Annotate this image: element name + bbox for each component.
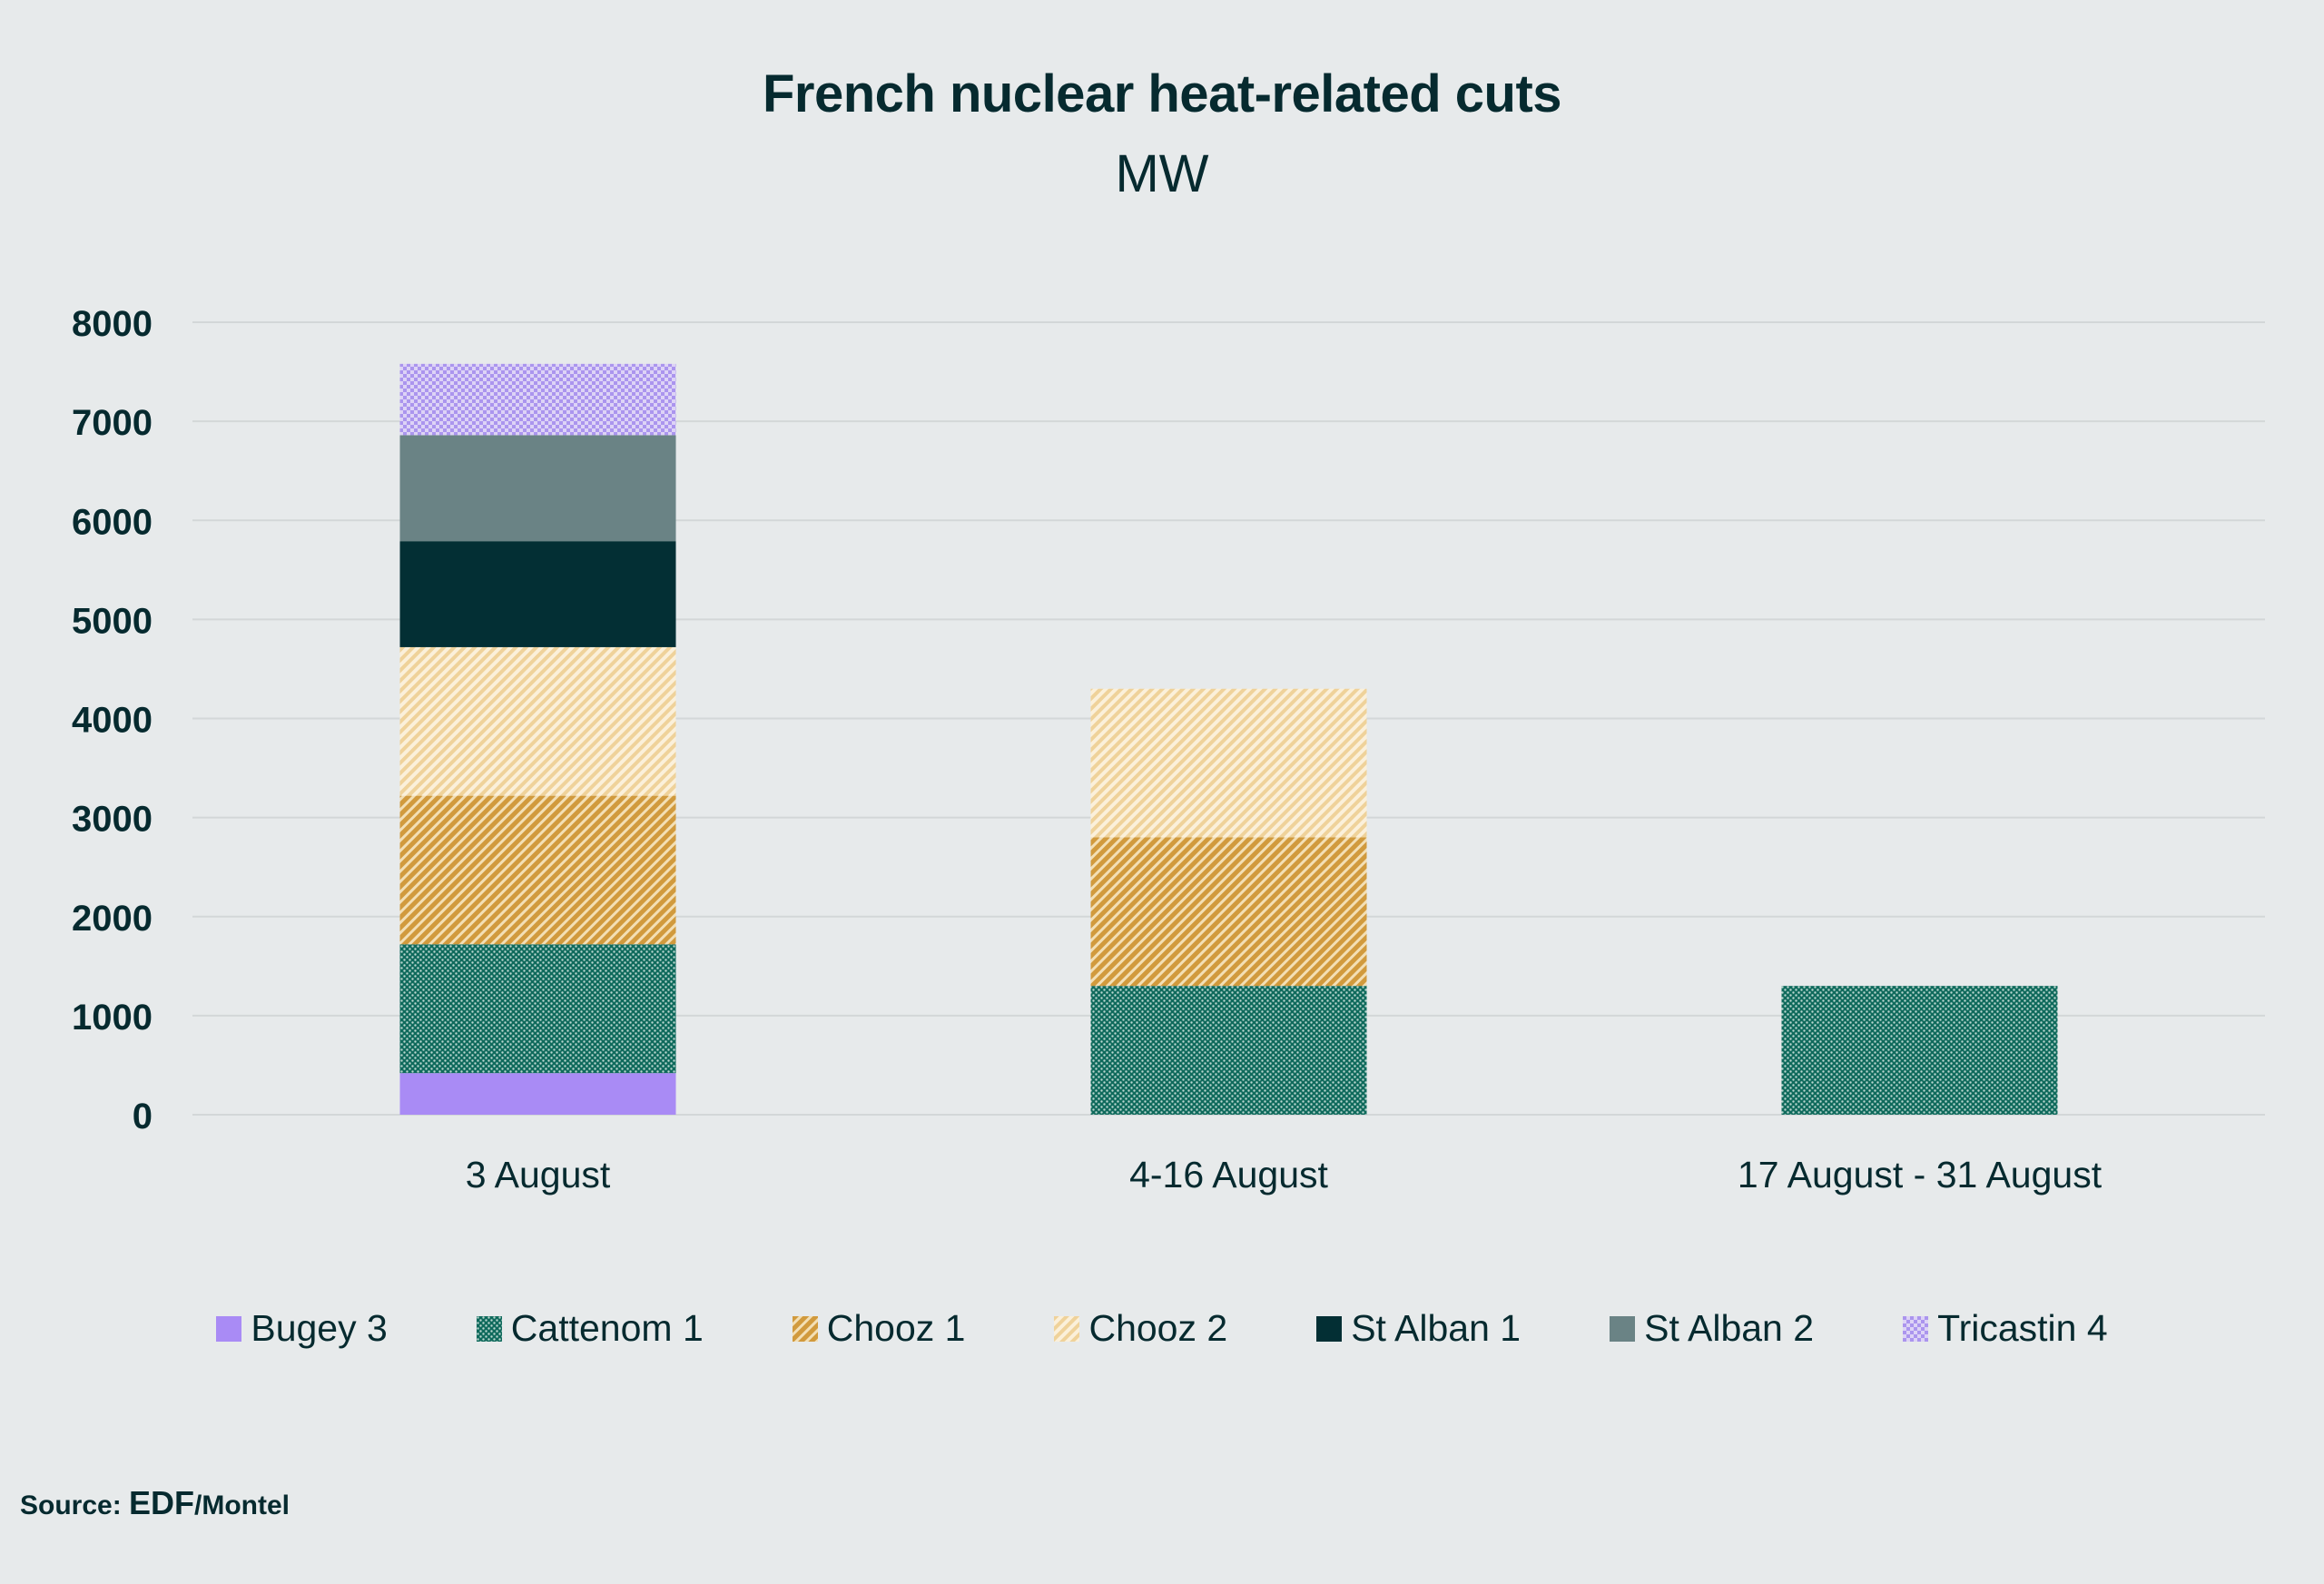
y-tick-label: 3000 [72,800,153,840]
legend-label: Chooz 1 [826,1307,966,1349]
source-brand: EDF [129,1484,195,1521]
legend-item-st-alban-2: St Alban 2 [1610,1307,1814,1350]
y-tick-label: 5000 [72,601,153,641]
x-tick-label: 3 August [466,1154,611,1195]
legend-item-chooz-1: Chooz 1 [792,1307,966,1350]
legend-swatch [216,1315,242,1342]
bar-segment-tricastin-4 [399,363,676,436]
x-tick-label: 17 August - 31 August [1738,1154,2102,1195]
bar-segment-st-alban-2 [399,435,676,542]
legend-label: Cattenom 1 [510,1307,704,1349]
legend-item-chooz-2: Chooz 2 [1054,1307,1227,1350]
legend-label: Tricastin 4 [1937,1307,2108,1349]
legend-item-cattenom-1: Cattenom 1 [476,1307,704,1350]
y-tick-label: 4000 [72,701,153,741]
chart-subtitle: MW [1115,144,1209,203]
bar-segment-chooz-1 [1090,837,1367,987]
bar-segment-cattenom-1 [399,944,676,1074]
legend-item-st-alban-1: St Alban 1 [1316,1307,1521,1350]
stacked-bar-chart: 0 1000 2000 3000 4000 5000 6000 7000 8000 3 Augu… [72,304,2265,1195]
y-tick-label: 7000 [72,403,153,443]
legend-label: Bugey 3 [251,1307,388,1349]
y-tick-label: 6000 [72,502,153,542]
y-tick-label: 8000 [72,304,153,344]
source-note: Source: EDF/Montel [20,1484,290,1522]
legend-label: St Alban 2 [1644,1307,1815,1349]
y-tick-label: 0 [133,1097,153,1136]
legend-item-bugey-3: Bugey 3 [216,1307,388,1350]
source-suffix: /Montel [194,1491,290,1520]
x-tick-label: 4-16 August [1129,1154,1328,1195]
legend-swatch [476,1315,502,1342]
legend-swatch [1610,1315,1636,1342]
source-prefix: Source: [20,1491,130,1520]
bar-segment-cattenom-1 [1090,986,1367,1115]
legend-item-tricastin-4: Tricastin 4 [1903,1307,2108,1350]
y-tick-label: 2000 [72,899,153,939]
bar-segment-cattenom-1 [1781,986,2058,1115]
bar-segment-chooz-2 [1090,688,1367,838]
y-tick-label: 1000 [72,998,153,1038]
legend-swatch [1903,1315,1929,1342]
legend-label: Chooz 2 [1088,1307,1228,1349]
bar-segment-st-alban-1 [399,541,676,647]
legend-label: St Alban 1 [1351,1307,1521,1349]
bar-segment-chooz-1 [399,795,676,945]
bar-segment-bugey-3 [399,1073,676,1115]
legend-swatch [792,1315,818,1342]
chart-legend: Bugey 3 Cattenom 1 Chooz 1 Chooz 2 St Alban … [0,1307,2324,1350]
bar-segment-chooz-2 [399,646,676,796]
chart-title: French nuclear heat-related cuts [762,64,1562,123]
legend-swatch [1054,1315,1080,1342]
legend-swatch [1316,1315,1343,1342]
